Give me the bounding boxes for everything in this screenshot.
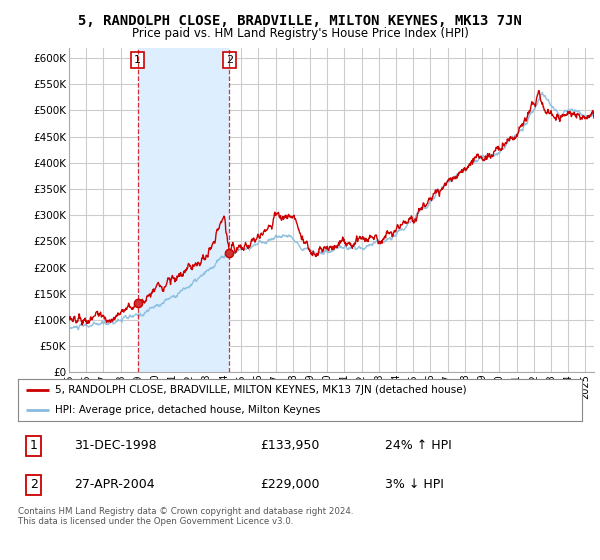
Text: Price paid vs. HM Land Registry's House Price Index (HPI): Price paid vs. HM Land Registry's House … (131, 27, 469, 40)
Text: HPI: Average price, detached house, Milton Keynes: HPI: Average price, detached house, Milt… (55, 405, 320, 414)
Text: 24% ↑ HPI: 24% ↑ HPI (385, 439, 451, 452)
Text: 3% ↓ HPI: 3% ↓ HPI (385, 478, 443, 492)
Text: 1: 1 (134, 55, 141, 65)
Text: £133,950: £133,950 (260, 439, 320, 452)
Text: 27-APR-2004: 27-APR-2004 (74, 478, 155, 492)
Bar (137, 48, 229, 372)
Text: 5, RANDOLPH CLOSE, BRADVILLE, MILTON KEYNES, MK13 7JN (detached house): 5, RANDOLPH CLOSE, BRADVILLE, MILTON KEY… (55, 385, 466, 395)
Text: 5, RANDOLPH CLOSE, BRADVILLE, MILTON KEYNES, MK13 7JN: 5, RANDOLPH CLOSE, BRADVILLE, MILTON KEY… (78, 14, 522, 28)
Text: 2: 2 (226, 55, 233, 65)
Text: £229,000: £229,000 (260, 478, 320, 492)
Text: 31-DEC-1998: 31-DEC-1998 (74, 439, 157, 452)
Text: 2: 2 (30, 478, 38, 492)
Text: Contains HM Land Registry data © Crown copyright and database right 2024.
This d: Contains HM Land Registry data © Crown c… (18, 507, 353, 526)
Text: 1: 1 (30, 439, 38, 452)
